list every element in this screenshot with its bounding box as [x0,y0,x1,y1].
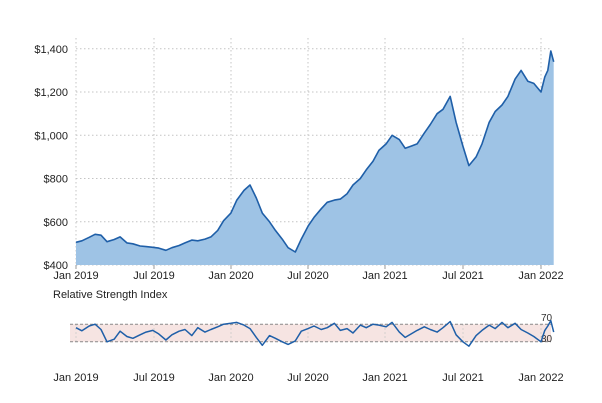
price-x-tick-label: Jan 2020 [208,270,253,282]
price-x-tick-label: Jan 2019 [53,270,98,282]
rsi-band-lines: 70 30 [70,313,553,345]
price-y-tick-label: $600 [44,217,68,229]
rsi-x-tick-label: Jan 2019 [53,372,98,384]
price-y-tick-label: $400 [44,260,68,272]
rsi-x-tick-label: Jan 2022 [518,372,563,384]
price-area-fill [76,51,554,265]
rsi-title: Relative Strength Index [53,289,168,301]
rsi-x-tick-label: Jan 2020 [208,372,253,384]
rsi-band-label: 70 [541,313,553,324]
price-x-tick-label: Jul 2019 [133,270,175,282]
rsi-x-tick-label: Jan 2021 [362,372,407,384]
price-y-tick-label: $1,400 [34,44,68,56]
rsi-x-tick-label: Jul 2020 [287,372,329,384]
price-x-tick-label: Jan 2021 [362,270,407,282]
price-y-tick-label: $1,200 [34,87,68,99]
rsi-x-axis: Jan 2019 Jul 2019 Jan 2020 Jul 2020 Jan 2021… [53,372,563,384]
price-y-tick-label: $1,000 [34,130,68,142]
price-x-tick-label: Jul 2020 [287,270,329,282]
price-chart: $400$600$800$1,000$1,200$1,400 Jan 2019 J… [34,38,564,282]
rsi-chart: Relative Strength Index 70 30 Jan 2019 Jul… [53,289,564,384]
price-y-axis: $400 $600 $800 $1,000 $1,200 $1,400 [34,44,68,272]
price-x-axis: Jan 2019 Jul 2019 Jan 2020 Jul 2020 Jan 2021… [53,265,564,282]
price-x-tick-label: Jan 2022 [518,270,563,282]
price-series-line [75,50,555,253]
rsi-gridlines [75,324,542,342]
rsi-series-line [75,319,555,347]
rsi-x-tick-label: Jul 2019 [133,372,175,384]
rsi-x-tick-label: Jul 2021 [442,372,484,384]
price-y-tick-label: $800 [44,174,68,186]
price-x-tick-label: Jul 2021 [442,270,484,282]
rsi-band-label: 30 [541,334,553,345]
rsi-band-fill [70,324,551,342]
